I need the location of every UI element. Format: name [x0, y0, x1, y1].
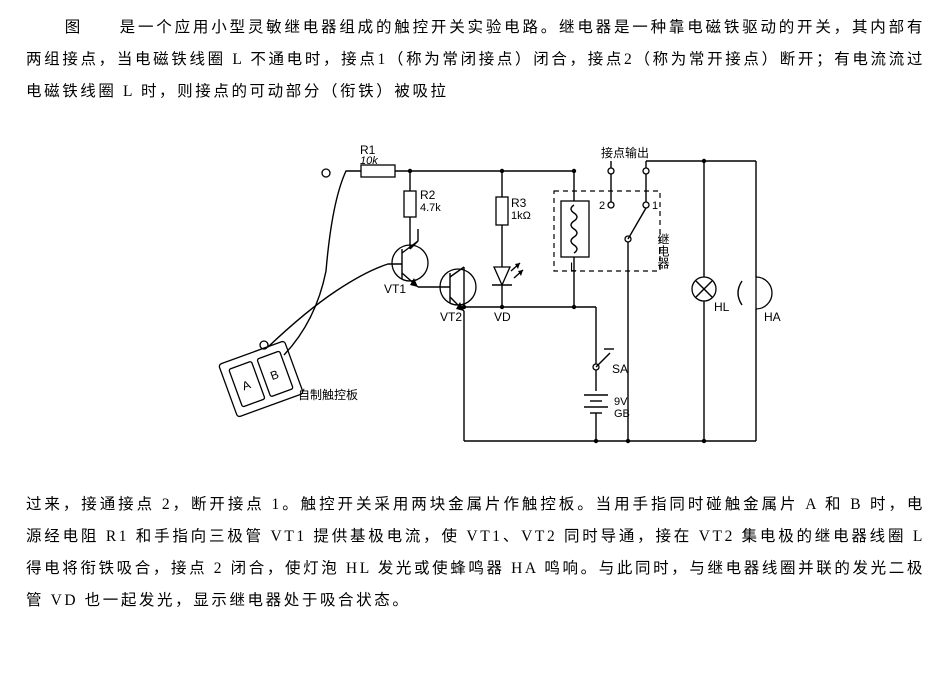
- battery-gb: [584, 395, 608, 441]
- label-hl: HL: [714, 300, 730, 314]
- label-vt2: VT2: [440, 310, 462, 324]
- paragraph-intro-1: 图 是一个应用小型灵敏继电器组成的触控开关实验电路。继电器是一种靠电磁铁驱动的开…: [26, 12, 925, 107]
- label-vt1: VT1: [384, 282, 406, 296]
- relay-contacts: 2 1: [599, 168, 658, 441]
- paragraph-intro-2: 过来，接通接点 2，断开接点 1。触控开关采用两块金属片作触控板。当用手指同时碰…: [26, 489, 925, 616]
- switch-sa: [593, 349, 614, 391]
- label-touch-b: B: [268, 367, 280, 383]
- touch-pad: A B: [218, 341, 303, 418]
- label-r2: R2: [420, 188, 436, 202]
- label-contact-output: 接点输出: [601, 145, 649, 160]
- resistor-r2: [404, 191, 416, 217]
- label-battery-v: 9V: [614, 396, 628, 408]
- resistor-r3: [496, 197, 508, 225]
- label-vd: VD: [494, 310, 511, 324]
- label-r3-value: 1kΩ: [511, 210, 531, 222]
- label-ha: HA: [764, 310, 781, 324]
- circuit-diagram: R1 10k R2 4.7k R3 1kΩ VD L 继电器: [156, 121, 796, 471]
- label-battery-ref: GB: [614, 408, 630, 420]
- lamp-hl: [692, 277, 716, 301]
- label-r1-value: 10k: [360, 155, 378, 167]
- buzzer-ha: [738, 277, 772, 309]
- label-sa: SA: [612, 362, 628, 376]
- label-relay: 继电器: [656, 233, 670, 270]
- label-contact-1: 1: [652, 200, 658, 212]
- led-vd: [492, 263, 523, 307]
- circuit-diagram-container: R1 10k R2 4.7k R3 1kΩ VD L 继电器: [26, 107, 925, 481]
- label-r3: R3: [511, 196, 527, 210]
- transistor-vt2: [440, 267, 476, 311]
- label-touch-a: A: [240, 378, 252, 394]
- label-touch-pad: 自制触控板: [298, 388, 358, 402]
- label-contact-2: 2: [599, 200, 605, 212]
- label-r2-value: 4.7k: [420, 202, 441, 214]
